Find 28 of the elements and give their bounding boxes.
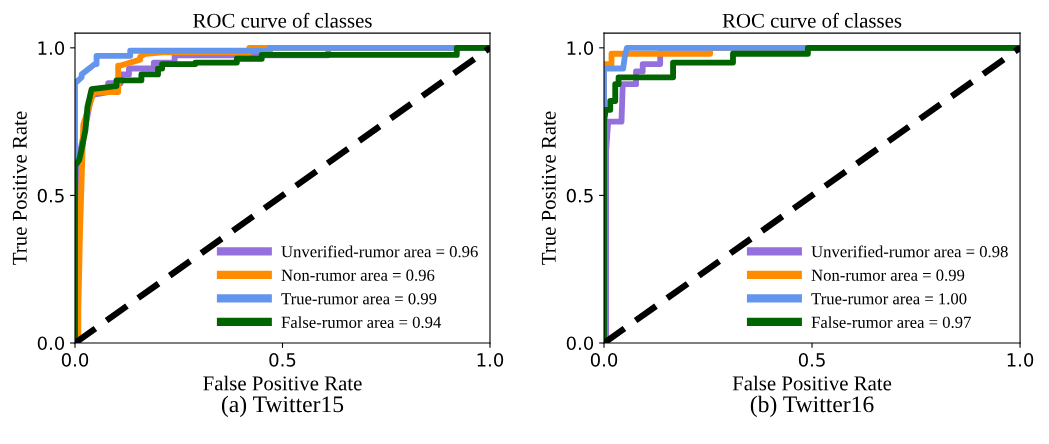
- x-axis-title: False Positive Rate: [203, 375, 362, 391]
- legend-label: Non-rumor area = 0.96: [281, 269, 435, 281]
- x-tick-label: 0.5: [269, 353, 296, 367]
- legend-label: Unverified-rumor area = 0.98: [811, 245, 1008, 258]
- text: (a) Twitter15: [221, 395, 344, 418]
- y-tick-label: 1.0: [38, 41, 65, 55]
- legend-label: True-rumor area = 1.00: [811, 293, 967, 305]
- x-tick-label: 1.0: [1007, 353, 1034, 367]
- y-tick-label: 1.0: [567, 41, 594, 55]
- legend-label: Non-rumor area = 0.99: [811, 269, 965, 281]
- x-tick-label: 0.0: [61, 353, 89, 367]
- legend-label: Unverified-rumor area = 0.96: [281, 245, 478, 258]
- legend-label: True-rumor area = 0.99: [281, 293, 437, 305]
- y-tick-label: 0.5: [37, 188, 64, 203]
- y-axis-title: True Positive Rate: [541, 111, 556, 265]
- y-tick-label: 0.0: [37, 336, 65, 351]
- chart-title: ROC curve of classes: [722, 12, 902, 28]
- y-tick-label: 0.5: [566, 188, 593, 203]
- x-tick-label: 0.5: [798, 353, 825, 367]
- x-tick-label: 0.0: [590, 353, 618, 367]
- y-axis-title: True Positive Rate: [12, 111, 27, 265]
- y-tick-label: 0.0: [566, 336, 594, 351]
- chart-title: ROC curve of classes: [193, 12, 372, 28]
- x-axis-title: False Positive Rate: [732, 375, 892, 391]
- x-tick-label: 1.0: [477, 353, 504, 367]
- legend-label: False-rumor area = 0.97: [811, 316, 971, 329]
- text: (b) Twitter16: [750, 395, 874, 418]
- legend-label: False-rumor area = 0.94: [281, 316, 442, 329]
